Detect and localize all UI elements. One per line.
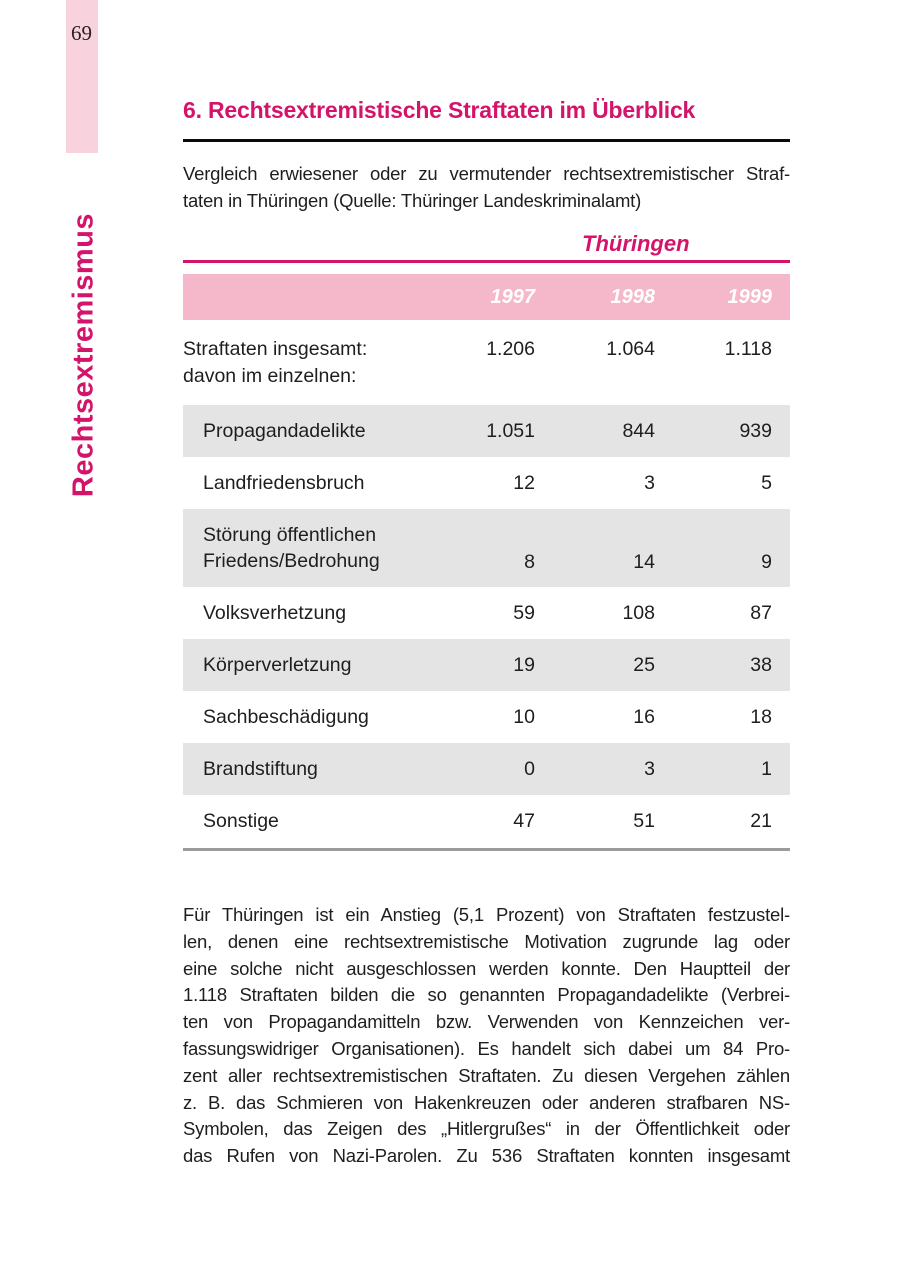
row-value-1999: 21	[750, 809, 772, 832]
row-value-1999: 87	[750, 601, 772, 624]
intro-paragraph: Vergleich erwiesener oder zu vermutender…	[183, 160, 790, 214]
row-value-1998: 3	[644, 757, 655, 780]
heading-rule	[183, 139, 790, 142]
row-value-1997: 12	[513, 471, 535, 494]
row-label: Brandstiftung	[203, 758, 318, 780]
row-label: Landfriedensbruch	[203, 472, 365, 494]
intro-line: Vergleich erwiesener oder zu vermutender…	[183, 163, 790, 184]
row-label-line2: Friedens/Bedrohung	[203, 550, 380, 572]
row-value-1997: 1.051	[486, 419, 535, 442]
body-line: z. B. das Schmieren von Hakenkreuzen ode…	[183, 1091, 790, 1113]
row-value-1997: 10	[513, 705, 535, 728]
table-title: Thüringen	[582, 231, 690, 256]
row-label: Sonstige	[203, 810, 279, 832]
summary-label: Straftaten insgesamt: davon im einzelnen…	[183, 336, 415, 390]
sidebar-chapter-label: Rechtsextremismus	[67, 212, 100, 498]
body-line: Symbolen, das Zeigen des „Hitlergrußes“ …	[183, 1118, 790, 1140]
row-value-1998: 51	[633, 809, 655, 832]
row-value-1998: 844	[622, 419, 655, 442]
section-heading: 6. Rechtsextremistische Straftaten im Üb…	[183, 97, 696, 123]
table-title-rule	[183, 260, 790, 263]
row-label: Körperverletzung	[203, 654, 352, 676]
row-label-line1: Störung öffentlichen	[203, 524, 377, 546]
summary-label-line1: Straftaten insgesamt:	[183, 338, 368, 360]
row-value-1997: 19	[513, 653, 535, 676]
intro-line: taten in Thüringen (Quelle: Thüringer La…	[183, 190, 642, 211]
row-label: Störung öffentlichen Friedens/Bedrohung	[183, 522, 415, 574]
table-header-year: 1999	[727, 285, 773, 308]
table-row: Körperverletzung 19 25 38	[183, 639, 790, 691]
row-value-1997: 8	[524, 551, 535, 573]
page-number: 69	[71, 21, 92, 45]
summary-label-line2: davon im einzelnen:	[183, 365, 357, 387]
body-paragraph: Für Thüringen ist ein Anstieg (5,1 Proze…	[183, 902, 790, 1170]
body-line: eine solche nicht ausgeschlossen werden …	[183, 957, 790, 979]
summary-value-1999: 1.118	[724, 338, 772, 360]
row-value-1999: 38	[750, 653, 772, 676]
body-line: 1.118 Straftaten bilden die so genannten…	[183, 984, 790, 1006]
table-header-year: 1998	[610, 285, 656, 308]
table-row: Sonstige 47 51 21	[183, 795, 790, 847]
table-row: Propagandadelikte 1.051 844 939	[183, 405, 790, 457]
row-value-1998: 108	[622, 601, 655, 624]
body-line: fassungswidriger Organisationen). Es han…	[183, 1037, 790, 1059]
row-value-1999: 5	[761, 471, 772, 494]
table-summary-row: Straftaten insgesamt: davon im einzelnen…	[183, 320, 790, 405]
body-line: len, denen eine rechtsextremistische Mot…	[183, 930, 790, 952]
row-label: Propagandadelikte	[203, 420, 366, 442]
summary-value-1998: 1.064	[606, 338, 655, 360]
body-line: ten von Propagandamitteln bzw. Verwenden…	[183, 1011, 790, 1033]
row-value-1999: 939	[739, 419, 772, 442]
table-header-row: 1997 1998 1999	[183, 274, 790, 320]
row-value-1999: 18	[750, 705, 772, 728]
table-row: Landfriedensbruch 12 3 5	[183, 457, 790, 509]
page-content: 6. Rechtsextremistische Straftaten im Üb…	[183, 0, 790, 1170]
body-line: Für Thüringen ist ein Anstieg (5,1 Proze…	[183, 904, 790, 925]
row-value-1999: 9	[761, 551, 772, 573]
table-bottom-rule	[183, 848, 790, 851]
row-value-1997: 59	[513, 601, 535, 624]
table-row: Brandstiftung 0 3 1	[183, 743, 790, 795]
row-label: Volksverhetzung	[203, 602, 347, 624]
table-title-row: Thüringen	[183, 230, 790, 257]
table-header-year: 1997	[490, 285, 536, 308]
row-label: Sachbeschädigung	[203, 706, 369, 728]
row-value-1998: 16	[633, 705, 655, 728]
table-row: Sachbeschädigung 10 16 18	[183, 691, 790, 743]
row-value-1997: 0	[524, 757, 535, 780]
row-value-1997: 47	[513, 809, 535, 832]
row-value-1998: 3	[644, 471, 655, 494]
row-value-1998: 25	[633, 653, 655, 676]
sidebar-pink-band	[66, 0, 98, 153]
body-line: zent aller rechtsextremistischen Strafta…	[183, 1064, 790, 1086]
body-line: das Rufen von Nazi-Parolen. Zu 536 Straf…	[183, 1145, 790, 1167]
table-row: Volksverhetzung 59 108 87	[183, 587, 790, 639]
row-value-1998: 14	[633, 551, 655, 573]
summary-value-1997: 1.206	[486, 338, 535, 360]
table-row: Störung öffentlichen Friedens/Bedrohung …	[183, 509, 790, 587]
row-value-1999: 1	[761, 757, 772, 780]
